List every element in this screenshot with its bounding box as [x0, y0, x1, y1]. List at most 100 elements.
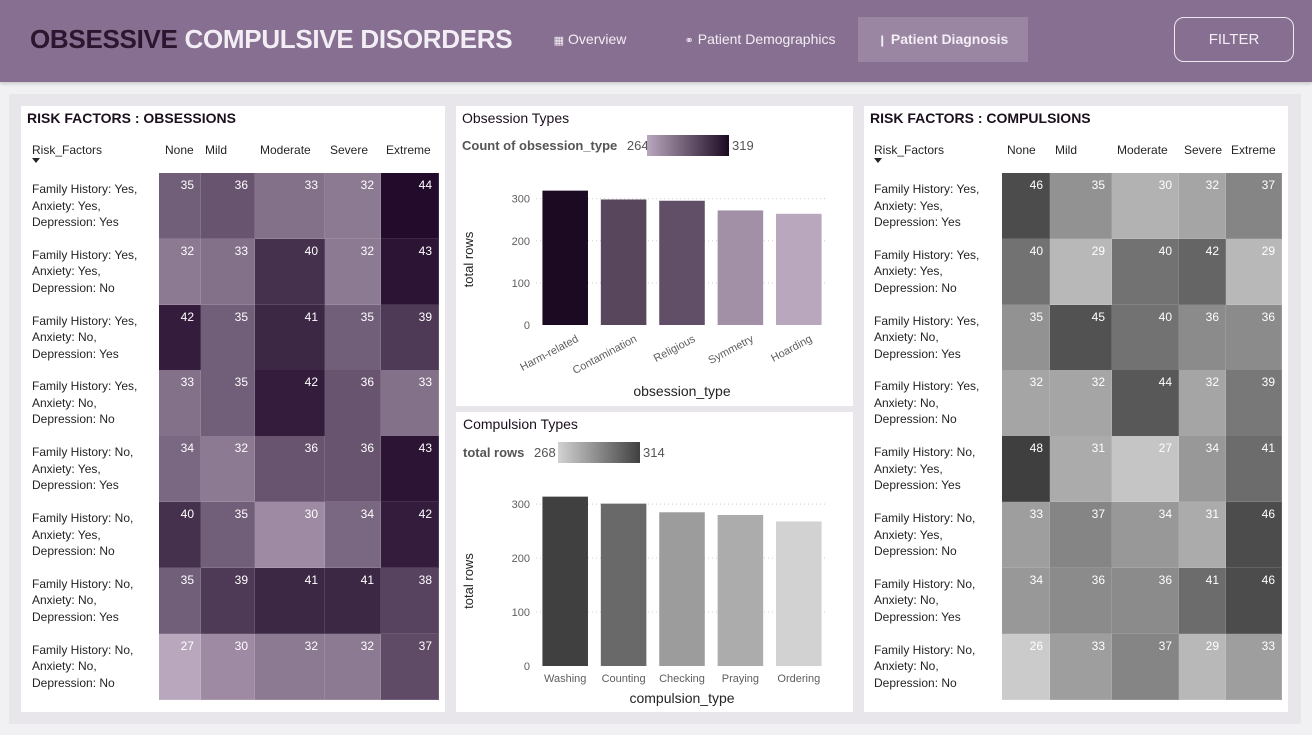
heatmap-cell[interactable]: 44: [381, 173, 439, 240]
bar[interactable]: [776, 213, 822, 325]
heatmap-cell[interactable]: 42: [381, 502, 439, 569]
bar[interactable]: [600, 503, 647, 666]
heatmap-cell[interactable]: 32: [255, 633, 325, 700]
heatmap-cell[interactable]: 34: [1002, 567, 1050, 635]
heatmap-cell[interactable]: 43: [381, 238, 439, 306]
heatmap-cell[interactable]: 35: [159, 173, 201, 240]
heatmap-cell[interactable]: 37: [1050, 502, 1112, 569]
heatmap-cell[interactable]: 37: [1226, 173, 1282, 240]
heatmap-cell[interactable]: 37: [381, 633, 439, 700]
heatmap-cell[interactable]: 45: [1050, 304, 1112, 371]
heatmap-cell[interactable]: 33: [1050, 633, 1112, 700]
heatmap-cell[interactable]: 30: [1112, 173, 1179, 240]
sort-arrow-icon[interactable]: [32, 158, 40, 163]
heatmap-cell[interactable]: 32: [325, 173, 381, 240]
heatmap-cell[interactable]: 37: [1112, 633, 1179, 700]
heatmap-cell[interactable]: 40: [1112, 304, 1179, 371]
heatmap-cell[interactable]: 40: [1002, 238, 1050, 306]
heatmap-cell[interactable]: 40: [1112, 238, 1179, 306]
tab-overview[interactable]: ▦ Overview: [530, 17, 650, 62]
heatmap-cell[interactable]: 32: [159, 238, 201, 306]
heatmap-cell[interactable]: 33: [255, 173, 325, 240]
heatmap-cell[interactable]: 32: [325, 633, 381, 700]
heatmap-cell[interactable]: 35: [201, 502, 255, 569]
heatmap-cell[interactable]: 36: [201, 173, 255, 240]
heatmap-cell[interactable]: 42: [159, 304, 201, 371]
heatmap-cell[interactable]: 40: [159, 502, 201, 569]
bar[interactable]: [542, 190, 588, 325]
heatmap-cell[interactable]: 32: [1050, 370, 1112, 437]
heatmap-cell[interactable]: 34: [325, 502, 381, 569]
heatmap-cell[interactable]: 26: [1002, 633, 1050, 700]
heatmap-cell[interactable]: 34: [1179, 436, 1226, 503]
heatmap-cell[interactable]: 32: [325, 238, 381, 306]
heatmap-cell[interactable]: 27: [159, 633, 201, 700]
heatmap-cell[interactable]: 41: [255, 304, 325, 371]
bar[interactable]: [717, 514, 764, 666]
heatmap-cell[interactable]: 27: [1112, 436, 1179, 503]
heatmap-cell[interactable]: 29: [1050, 238, 1112, 306]
heatmap-cell[interactable]: 41: [1226, 436, 1282, 503]
heatmap-cell[interactable]: 33: [381, 370, 439, 437]
heatmap-cell[interactable]: 32: [1179, 370, 1226, 437]
heatmap-cell[interactable]: 33: [1226, 633, 1282, 700]
sort-arrow-icon[interactable]: [874, 158, 882, 163]
heatmap-cell[interactable]: 32: [201, 436, 255, 503]
bar[interactable]: [659, 512, 705, 666]
bar[interactable]: [542, 496, 588, 666]
heatmap-cell[interactable]: 42: [255, 370, 325, 437]
heatmap-cell[interactable]: 31: [1179, 502, 1226, 569]
bar[interactable]: [659, 200, 705, 325]
heatmap-cell[interactable]: 43: [381, 436, 439, 503]
heatmap-cell[interactable]: 35: [201, 304, 255, 371]
risk-factor-row-label: Family History: Yes, Anxiety: Yes, Depre…: [874, 247, 980, 295]
heatmap-cell[interactable]: 48: [1002, 436, 1050, 503]
tab-patient-demographics[interactable]: ⚭ Patient Demographics: [672, 17, 848, 62]
heatmap-cell[interactable]: 35: [159, 567, 201, 635]
heatmap-cell[interactable]: 33: [159, 370, 201, 437]
heatmap-cell[interactable]: 42: [1179, 238, 1226, 306]
tab-patient-diagnosis[interactable]: ❙ Patient Diagnosis: [858, 17, 1028, 62]
heatmap-cell[interactable]: 31: [1050, 436, 1112, 503]
heatmap-cell[interactable]: 35: [325, 304, 381, 371]
heatmap-cell[interactable]: 29: [1226, 238, 1282, 306]
heatmap-cell[interactable]: 35: [1002, 304, 1050, 371]
filter-button[interactable]: FILTER: [1174, 17, 1294, 62]
heatmap-cell[interactable]: 36: [1050, 567, 1112, 635]
heatmap-cell[interactable]: 41: [325, 567, 381, 635]
heatmap-cell[interactable]: 32: [1002, 370, 1050, 437]
heatmap-cell[interactable]: 41: [255, 567, 325, 635]
heatmap-cell[interactable]: 44: [1112, 370, 1179, 437]
heatmap-cell[interactable]: 32: [1179, 173, 1226, 240]
bar[interactable]: [600, 199, 647, 325]
heatmap-cell[interactable]: 33: [201, 238, 255, 306]
heatmap-cell[interactable]: 30: [255, 502, 325, 569]
compulsions-row-header[interactable]: Risk_Factors: [874, 143, 945, 157]
heatmap-cell[interactable]: 41: [1179, 567, 1226, 635]
heatmap-cell[interactable]: 38: [381, 567, 439, 635]
heatmap-cell[interactable]: 36: [1112, 567, 1179, 635]
obsessions-row-header[interactable]: Risk_Factors: [32, 143, 103, 157]
heatmap-cell[interactable]: 36: [1226, 304, 1282, 371]
heatmap-cell[interactable]: 29: [1179, 633, 1226, 700]
heatmap-cell[interactable]: 46: [1002, 173, 1050, 240]
heatmap-cell[interactable]: 33: [1002, 502, 1050, 569]
heatmap-cell[interactable]: 36: [255, 436, 325, 503]
compulsion-legend-min: 268: [534, 445, 556, 460]
bar[interactable]: [776, 521, 822, 666]
heatmap-cell[interactable]: 46: [1226, 502, 1282, 569]
heatmap-cell[interactable]: 46: [1226, 567, 1282, 635]
heatmap-cell[interactable]: 39: [381, 304, 439, 371]
heatmap-cell[interactable]: 39: [1226, 370, 1282, 437]
heatmap-cell[interactable]: 36: [1179, 304, 1226, 371]
heatmap-cell[interactable]: 34: [1112, 502, 1179, 569]
heatmap-cell[interactable]: 36: [325, 436, 381, 503]
heatmap-cell[interactable]: 34: [159, 436, 201, 503]
heatmap-cell[interactable]: 30: [201, 633, 255, 700]
bar[interactable]: [717, 210, 764, 325]
heatmap-cell[interactable]: 39: [201, 567, 255, 635]
heatmap-cell[interactable]: 36: [325, 370, 381, 437]
heatmap-cell[interactable]: 35: [201, 370, 255, 437]
heatmap-cell[interactable]: 40: [255, 238, 325, 306]
heatmap-cell[interactable]: 35: [1050, 173, 1112, 240]
